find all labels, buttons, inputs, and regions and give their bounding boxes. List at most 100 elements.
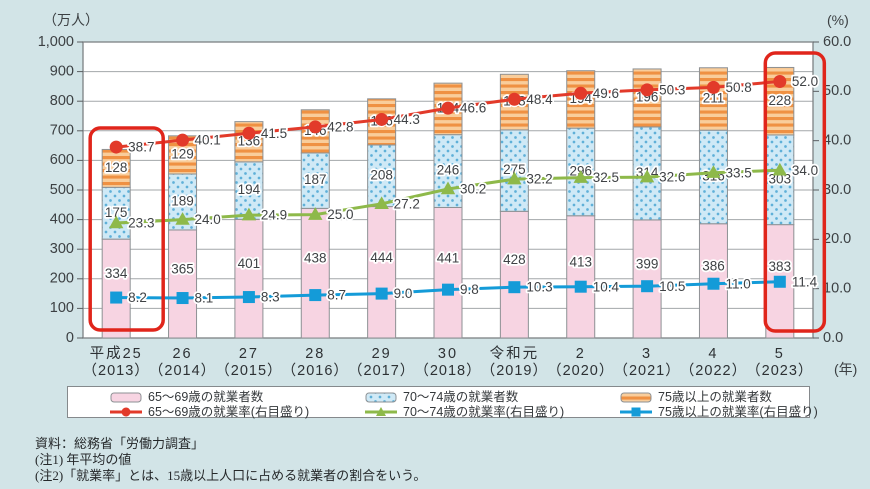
- x-axis-era-label: 27: [239, 346, 259, 362]
- bar-value-label-bar-70-74: 175: [105, 205, 128, 220]
- bar-segment-bar-65-69: [168, 229, 198, 339]
- x-axis-year-label: （2014）: [149, 362, 216, 379]
- bar-segment-bar-75plus: [698, 67, 728, 131]
- rate-value-label-rate-70-74: 30.2: [460, 182, 486, 197]
- bar-value-label-bar-70-74: 208: [370, 167, 393, 182]
- bar-value-label-bar-70-74: 246: [437, 163, 460, 178]
- legend-item-rate-70-74: 70～74歳の就業率(右目盛り): [364, 405, 564, 419]
- circle-marker-rate-65-69: [109, 140, 123, 154]
- triangle-marker-rate-70-74: [573, 170, 588, 183]
- x-axis-era-label: 令和元: [490, 345, 540, 362]
- footnote-note2: (注2)「就業率」とは、15歳以上人口に占める就業者の割合をいう。: [35, 468, 427, 483]
- bar-value-label-bar-65-69: 383: [769, 259, 792, 274]
- rate-value-label-rate-65-69: 49.6: [593, 86, 619, 101]
- bar-value-label-bar-65-69: 413: [569, 254, 592, 269]
- bar-value-label-bar-65-69: 399: [636, 257, 659, 272]
- triangle-marker-rate-70-74: [772, 162, 788, 176]
- x-axis-year-label: （2019）: [481, 362, 548, 379]
- rate-value-label-rate-75plus: 8.1: [195, 291, 214, 306]
- rate-value-label-rate-65-69: 52.0: [792, 74, 818, 89]
- footnotes: 資料：総務省「労働力調査」 (注1) 年平均の値 (注2)「就業率」とは、15歳…: [35, 436, 426, 484]
- bar-value-label-bar-70-74: 275: [503, 162, 526, 177]
- bar-segment-bar-75plus: [632, 68, 662, 128]
- bar-segment-bar-70-74: [499, 129, 529, 212]
- triangle-marker-rate-70-74: [440, 181, 456, 195]
- left-axis-tick-label: 600: [50, 152, 74, 168]
- circle-marker-rate-65-69: [242, 126, 256, 140]
- legend-swatch-rate-75plus: [620, 407, 652, 417]
- right-axis-tick-label: 60.0: [823, 34, 851, 50]
- x-axis-year-label: （2013）: [83, 362, 150, 379]
- rate-value-label-rate-70-74: 24.9: [261, 208, 287, 223]
- square-marker-rate-75plus: [176, 292, 189, 305]
- rate-value-label-rate-75plus: 8.2: [128, 290, 147, 305]
- bar-value-label-bar-75plus: 196: [636, 90, 659, 105]
- rate-value-label-rate-70-74: 32.6: [659, 170, 685, 185]
- x-axis-era-label: 4: [708, 346, 718, 362]
- bar-value-label-bar-65-69: 334: [105, 266, 128, 281]
- rate-value-label-rate-75plus: 9.0: [394, 286, 413, 301]
- legend-label-bar-70-74: 70～74歳の就業者数: [403, 390, 519, 404]
- circle-marker-rate-65-69: [441, 101, 455, 115]
- bar-segment-bar-70-74: [101, 186, 131, 240]
- legend-label-rate-70-74: 70～74歳の就業率(右目盛り): [403, 405, 565, 419]
- highlight-frame-year-0: [88, 126, 165, 332]
- bar-value-label-bar-65-69: 441: [437, 250, 460, 265]
- left-axis-tick-label: 300: [50, 241, 74, 257]
- bar-value-label-bar-75plus: 211: [703, 91, 725, 106]
- left-axis-tick-label: 200: [50, 271, 74, 287]
- x-axis-year-label: （2016）: [282, 362, 349, 379]
- footnote-note1: (注1) 年平均の値: [35, 452, 132, 467]
- highlight-frame-year-10: [763, 51, 827, 333]
- right-axis-tick-label: 0.0: [823, 330, 843, 346]
- rate-value-label-rate-65-69: 48.4: [526, 92, 553, 107]
- left-axis-tick-label: 1,000: [38, 34, 74, 50]
- bar-value-label-bar-75plus: 228: [769, 93, 792, 108]
- bar-value-label-bar-75plus: 136: [238, 133, 261, 148]
- right-axis-unit: (%): [827, 12, 849, 28]
- rate-value-label-rate-75plus: 11.4: [792, 274, 818, 289]
- circle-marker-rate-65-69: [507, 92, 521, 106]
- rate-value-label-rate-65-69: 50.3: [659, 82, 685, 97]
- triangle-marker-rate-70-74: [108, 215, 124, 229]
- x-axis-unit: (年): [834, 361, 857, 377]
- legend-swatch-bar-65-69: [110, 392, 142, 403]
- triangle-marker-rate-70-74: [308, 207, 323, 220]
- x-axis-era-label: 5: [775, 346, 785, 362]
- legend-item-rate-75plus: 75歳以上の就業率(右目盛り): [619, 405, 818, 419]
- bar-segment-bar-65-69: [499, 210, 529, 339]
- circle-marker-rate-65-69: [773, 74, 787, 88]
- bar-value-label-bar-65-69: 365: [171, 262, 194, 277]
- square-marker-rate-75plus: [242, 291, 255, 304]
- x-axis-year-label: （2021）: [613, 362, 680, 379]
- rate-value-label-rate-70-74: 27.2: [394, 196, 420, 211]
- rate-value-label-rate-65-69: 41.5: [261, 126, 287, 141]
- bar-value-label-bar-65-69: 428: [503, 252, 526, 267]
- legend-swatch-bar-70-74: [365, 392, 397, 403]
- footnote-source: 資料：総務省「労働力調査」: [35, 436, 205, 451]
- bar-segment-bar-70-74: [433, 134, 463, 208]
- rate-value-label-rate-70-74: 23.3: [128, 216, 154, 231]
- bar-value-label-bar-70-74: 187: [304, 172, 327, 187]
- rate-value-label-rate-70-74: 33.5: [725, 165, 751, 180]
- square-marker-rate-75plus: [442, 283, 454, 296]
- x-axis-year-label: （2017）: [348, 362, 415, 379]
- bar-segment-bar-65-69: [367, 206, 397, 339]
- x-axis-year-label: （2018）: [414, 362, 481, 379]
- triangle-marker-rate-70-74: [241, 207, 257, 221]
- bar-value-label-bar-75plus: 128: [105, 160, 128, 175]
- bar-segment-bar-70-74: [765, 134, 795, 226]
- left-axis-unit: （万人）: [43, 12, 99, 28]
- rate-value-label-rate-65-69: 46.6: [460, 101, 486, 116]
- square-marker-rate-75plus: [110, 291, 123, 304]
- triangle-marker-rate-70-74: [706, 165, 721, 178]
- rate-value-label-rate-75plus: 8.7: [327, 288, 346, 303]
- right-axis-tick-label: 10.0: [823, 280, 851, 296]
- x-axis-era-label: 28: [305, 346, 325, 362]
- bar-segment-bar-65-69: [632, 219, 662, 339]
- legend-item-bar-65-69: 65～69歳の就業者数: [109, 390, 263, 404]
- circle-marker-rate-65-69: [706, 80, 720, 94]
- legend-label-bar-65-69: 65～69歳の就業者数: [148, 390, 264, 404]
- bar-value-label-bar-65-69: 386: [702, 258, 725, 273]
